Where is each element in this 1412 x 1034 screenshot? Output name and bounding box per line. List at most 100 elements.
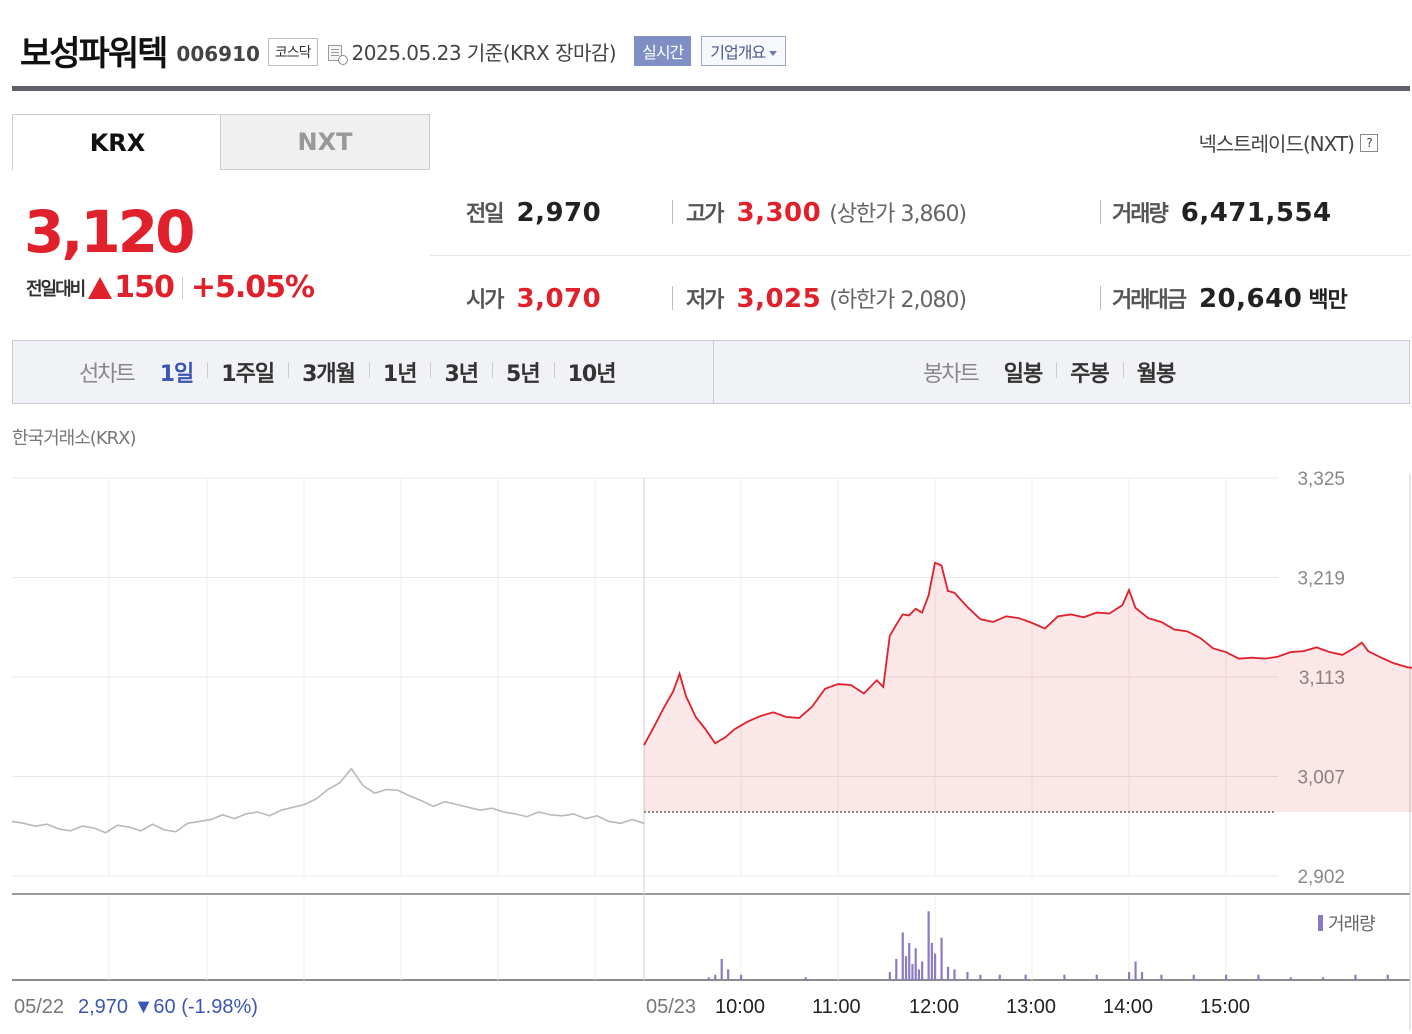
tab-nxt[interactable]: NXT	[220, 114, 430, 170]
volume-bar	[1225, 974, 1228, 980]
x-tick-label: 05/22	[14, 996, 64, 1018]
volume-bar	[1160, 974, 1163, 980]
stat-value: 2,970	[516, 198, 602, 228]
volume-bar	[1192, 974, 1195, 980]
stat-label: 시가	[466, 288, 505, 313]
period-selector-bar: 선차트 1일 1주일 3개월 1년 3년 5년 10년 봉차트 일봉 주봉 월봉	[12, 340, 1410, 404]
stat-volume: 거래량 6,471,554	[1112, 196, 1332, 228]
stat-trade-value: 거래대금 20,640 백만	[1112, 282, 1348, 314]
stat-separator	[1100, 286, 1101, 310]
volume-bar	[740, 974, 743, 980]
volume-bar	[930, 943, 933, 980]
tab-krx[interactable]: KRX	[12, 114, 222, 170]
x-tick-label: 11:00	[812, 996, 861, 1018]
stat-label: 거래량	[1112, 202, 1169, 227]
candle-daily[interactable]: 일봉	[1003, 362, 1043, 387]
volume-legend: 거래량	[1318, 910, 1376, 936]
x-tick-label: 15:00	[1200, 996, 1250, 1018]
volume-bar	[1140, 972, 1144, 980]
x-tick-label: 10:00	[715, 996, 765, 1018]
stat-value: 3,025	[736, 284, 822, 314]
period-5y[interactable]: 5년	[492, 356, 554, 388]
volume-bar	[911, 964, 914, 980]
volume-bar	[901, 932, 904, 980]
volume-bar	[720, 958, 723, 980]
volume-bar	[1063, 974, 1066, 980]
volume-bar	[966, 972, 969, 980]
volume-bar	[804, 977, 807, 980]
up-triangle-icon	[88, 276, 113, 299]
change-separator	[181, 276, 183, 299]
stat-value: 20,640	[1198, 284, 1303, 314]
volume-bar	[934, 953, 937, 980]
volume-bar	[1322, 977, 1325, 980]
candle-monthly[interactable]: 월봉	[1122, 356, 1189, 388]
period-3m[interactable]: 3개월	[288, 356, 369, 388]
corp-info-label: 기업개요	[710, 43, 766, 62]
x-tick-label: 05/23	[646, 996, 696, 1018]
volume-bar	[940, 937, 943, 980]
volume-bar	[1134, 961, 1137, 980]
stat-open: 시가 3,070	[466, 282, 601, 314]
period-1w[interactable]: 1주일	[207, 356, 288, 388]
period-3y[interactable]: 3년	[430, 356, 492, 388]
change-label: 전일대비	[26, 278, 86, 300]
prev-day-line	[11, 767, 645, 834]
volume-bar	[917, 969, 921, 980]
change-value: 150	[114, 270, 175, 305]
x-tick-label: 12:00	[909, 996, 959, 1018]
stat-unit: 백만	[1308, 288, 1347, 313]
volume-bar	[979, 974, 982, 980]
volume-bar	[895, 958, 898, 980]
period-1y[interactable]: 1년	[368, 356, 431, 388]
stock-header: 보성파워텍 006910 코스닥 2025.05.23 기준(KRX 장마감) …	[20, 22, 787, 78]
stat-label: 거래대금	[1112, 288, 1187, 313]
x-tick-label: 13:00	[1006, 996, 1056, 1018]
candle-weekly[interactable]: 주봉	[1056, 356, 1122, 388]
lower-limit: (하한가 2,080)	[829, 288, 967, 313]
period-1d[interactable]: 1일	[159, 362, 195, 387]
current-day-area	[644, 562, 1412, 813]
volume-legend-label: 거래량	[1328, 914, 1376, 935]
stat-label: 저가	[686, 288, 725, 313]
volume-bar	[904, 956, 908, 980]
current-day-line	[643, 561, 1412, 746]
realtime-button[interactable]: 실시간	[634, 36, 692, 66]
volume-bar	[888, 972, 891, 980]
volume-bar	[727, 969, 730, 980]
stat-value: 3,300	[736, 198, 822, 228]
volume-bar	[1289, 977, 1292, 980]
stat-high: 고가 3,300 (상한가 3,860)	[686, 196, 967, 228]
x-tick-label: 14:00	[1103, 996, 1153, 1018]
upper-limit: (상한가 3,860)	[829, 202, 967, 227]
stat-label: 고가	[686, 202, 725, 227]
price-change: 전일대비 150 +5.05%	[26, 270, 315, 305]
y-tick-label: 3,325	[1297, 469, 1345, 490]
candle-chart-title: 봉차트	[923, 362, 980, 387]
prev-close-summary: 2,970 ▼60 (-1.98%)	[78, 996, 258, 1018]
help-icon[interactable]: ?	[1360, 133, 1378, 152]
stock-code: 006910	[176, 42, 260, 66]
stat-value: 3,070	[516, 284, 602, 314]
period-divider	[713, 341, 714, 403]
header-divider	[12, 86, 1410, 91]
nxt-link-label: 넥스트레이드(NXT)	[1198, 132, 1355, 156]
stat-low: 저가 3,025 (하한가 2,080)	[686, 282, 967, 314]
company-name: 보성파워텍	[20, 33, 168, 74]
volume-bar	[1257, 974, 1260, 980]
period-10y[interactable]: 10년	[553, 356, 630, 388]
quote-date: 2025.05.23 기준(KRX 장마감)	[351, 40, 617, 65]
y-tick-label: 2,902	[1297, 867, 1345, 888]
corp-info-dropdown[interactable]: 기업개요	[701, 36, 787, 66]
nxt-link[interactable]: 넥스트레이드(NXT) ?	[1198, 128, 1378, 157]
market-badge: 코스닥	[267, 38, 318, 66]
stat-value: 6,471,554	[1180, 198, 1332, 228]
volume-bar	[714, 974, 717, 980]
volume-bar	[1024, 974, 1027, 980]
chevron-down-icon	[769, 51, 778, 56]
volume-bar	[921, 961, 924, 980]
volume-bar	[1386, 974, 1389, 980]
y-tick-label: 3,007	[1297, 768, 1345, 789]
current-price: 3,120	[24, 198, 195, 266]
